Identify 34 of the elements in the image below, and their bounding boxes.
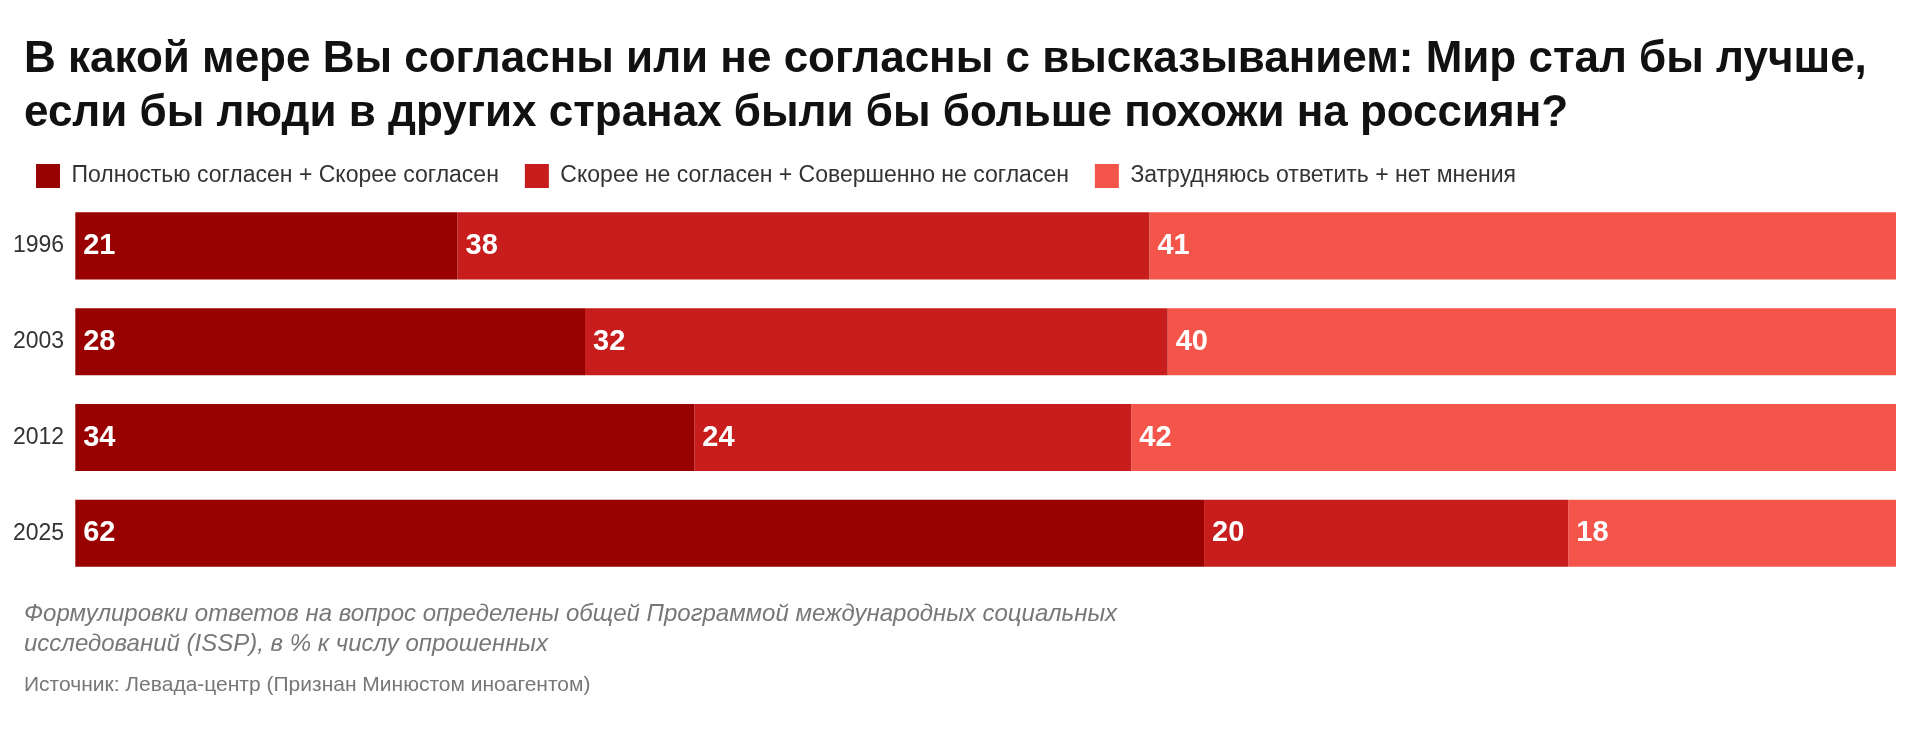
bar (1149, 212, 1896, 280)
y-tick-label: 1996 (12, 231, 65, 258)
bar (75, 308, 585, 376)
y-tick-label: 2025 (12, 518, 65, 545)
chart-title: В какой мере Вы согласны или не согласны с высказыванием: Мир стал бы лучше, если бы люди в других странах были бы больше похожи на россиян? (24, 31, 1868, 137)
bar (585, 308, 1168, 376)
bar (1204, 499, 1569, 567)
bar (1131, 403, 1896, 472)
bar (1568, 499, 1896, 567)
bar (694, 403, 1132, 472)
data-label: 62 (83, 515, 116, 548)
bar (1167, 308, 1896, 376)
legend-label: Скорее не согласен + Совершенно не согласен (560, 161, 1069, 188)
data-label: 28 (83, 323, 116, 356)
data-label: 20 (1212, 515, 1245, 548)
data-label: 42 (1139, 419, 1172, 452)
data-label: 18 (1576, 515, 1609, 548)
y-tick-label: 2012 (12, 422, 65, 449)
data-label: 40 (1175, 323, 1208, 356)
legend-label: Полностью согласен + Скорее согласен (71, 161, 499, 188)
y-tick-label: 2003 (12, 327, 65, 354)
data-label: 41 (1157, 227, 1190, 260)
data-label: 32 (593, 323, 626, 356)
text: Источник: Левада-центр (Признан Минюстом иноагентом) (24, 672, 592, 696)
bar (75, 499, 1205, 567)
data-label: 34 (83, 419, 116, 452)
data-label: 38 (465, 227, 498, 260)
data-label: 24 (702, 419, 735, 452)
data-label: 21 (83, 227, 116, 260)
bar (75, 403, 695, 472)
legend-label: Затрудняюсь ответить + нет мнения (1130, 161, 1516, 188)
bar (75, 212, 458, 280)
bar (457, 212, 1150, 280)
text: Формулировки ответов на вопрос определены общей Программой международных социальных исследований (ISSP), в % к числу опрошенных (24, 598, 1119, 658)
